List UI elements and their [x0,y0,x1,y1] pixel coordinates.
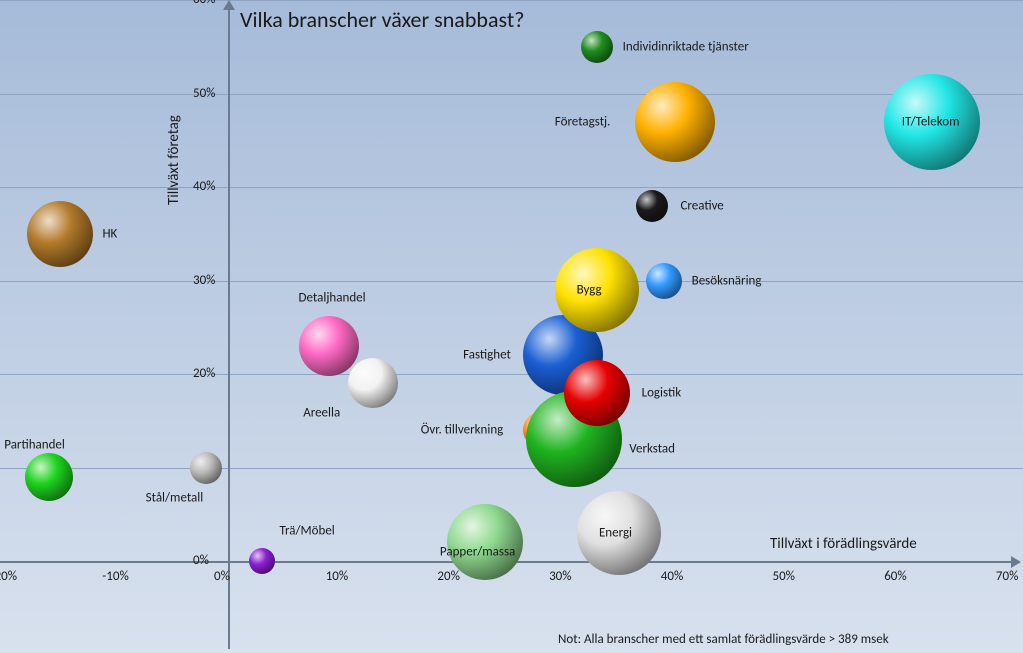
x-tick-label: 20% [437,569,459,584]
bubble-Logistik [564,360,630,426]
bubble-Creative [636,190,668,222]
bubble-label-IT_Telekom: IT/Telekom [902,114,960,129]
bubble-Besoksnaring [646,263,682,299]
x-tick-label: 60% [884,569,906,584]
y-axis-title: Tillväxt företag [165,115,183,205]
grid-line [0,0,1023,1]
bubble-Areella [348,358,398,408]
bubble-Tra_Mobel [249,548,275,574]
y-tick-label: 0% [193,553,209,568]
bubble-HK [27,201,93,267]
x-tick-label: 70% [996,569,1018,584]
bubble-label-Foretagstj: Företagstj. [555,114,611,129]
grid-line [0,281,1023,282]
y-tick-label: 20% [193,366,215,381]
bubble-label-Energi: Energi [599,525,632,540]
bubble-label-Individinriktade: Individinriktade tjänster [623,39,749,54]
bubble-Papper_massa [447,504,523,580]
y-tick-label: 40% [193,179,215,194]
y-tick-label: 30% [193,273,215,288]
bubble-Stal_metall [190,452,222,484]
bubble-Partihandel [25,453,73,501]
y-tick-label: 50% [193,86,215,101]
x-tick-label: 0% [214,569,230,584]
x-tick-label: 40% [661,569,683,584]
grid-line [0,468,1023,469]
bubble-label-Fastighet: Fastighet [463,348,511,363]
bubble-label-Bygg: Bygg [577,282,602,297]
bubble-chart: -20%-10%0%10%20%30%40%50%60%70%0%10%20%3… [0,0,1023,653]
bubble-label-Ovr_tillverkning: Övr. tillverkning [421,423,504,438]
bubble-Foretagstj [635,82,715,162]
x-tick-label: 30% [549,569,571,584]
grid-line [0,374,1023,375]
x-tick-label: 10% [326,569,348,584]
y-axis-line [228,4,230,649]
grid-line [0,187,1023,188]
chart-title: Vilka branscher växer snabbast? [240,6,524,33]
x-axis-arrow-icon [1011,556,1021,568]
x-axis-title: Tillväxt i förädlingsvärde [770,535,917,553]
bubble-label-Verkstad: Verkstad [629,442,675,457]
chart-footnote: Not: Alla branscher med ett samlat föräd… [558,632,889,647]
y-tick-label: 60% [193,0,215,7]
bubble-label-Tra_Mobel: Trä/Möbel [280,524,335,539]
bubble-label-Logistik: Logistik [642,385,682,400]
bubble-Individinriktade [581,31,613,63]
plot-area: -20%-10%0%10%20%30%40%50%60%70%0%10%20%3… [0,0,1023,653]
bubble-label-Besoksnaring: Besöksnäring [692,273,762,288]
x-tick-label: -10% [102,569,128,584]
bubble-label-HK: HK [102,226,117,241]
bubble-label-Papper_massa: Papper/massa [440,545,515,560]
bubble-Detaljhandel [299,316,359,376]
bubble-label-Creative: Creative [680,198,723,213]
grid-line [0,94,1023,95]
y-axis-arrow-icon [223,0,235,10]
bubble-label-Detaljhandel: Detaljhandel [299,290,366,305]
bubble-label-Areella: Areella [303,406,340,421]
x-tick-label: 50% [773,569,795,584]
bubble-label-Partihandel: Partihandel [4,437,65,452]
bubble-label-Stal_metall: Stål/metall [146,490,204,505]
x-tick-label: -20% [0,569,17,584]
